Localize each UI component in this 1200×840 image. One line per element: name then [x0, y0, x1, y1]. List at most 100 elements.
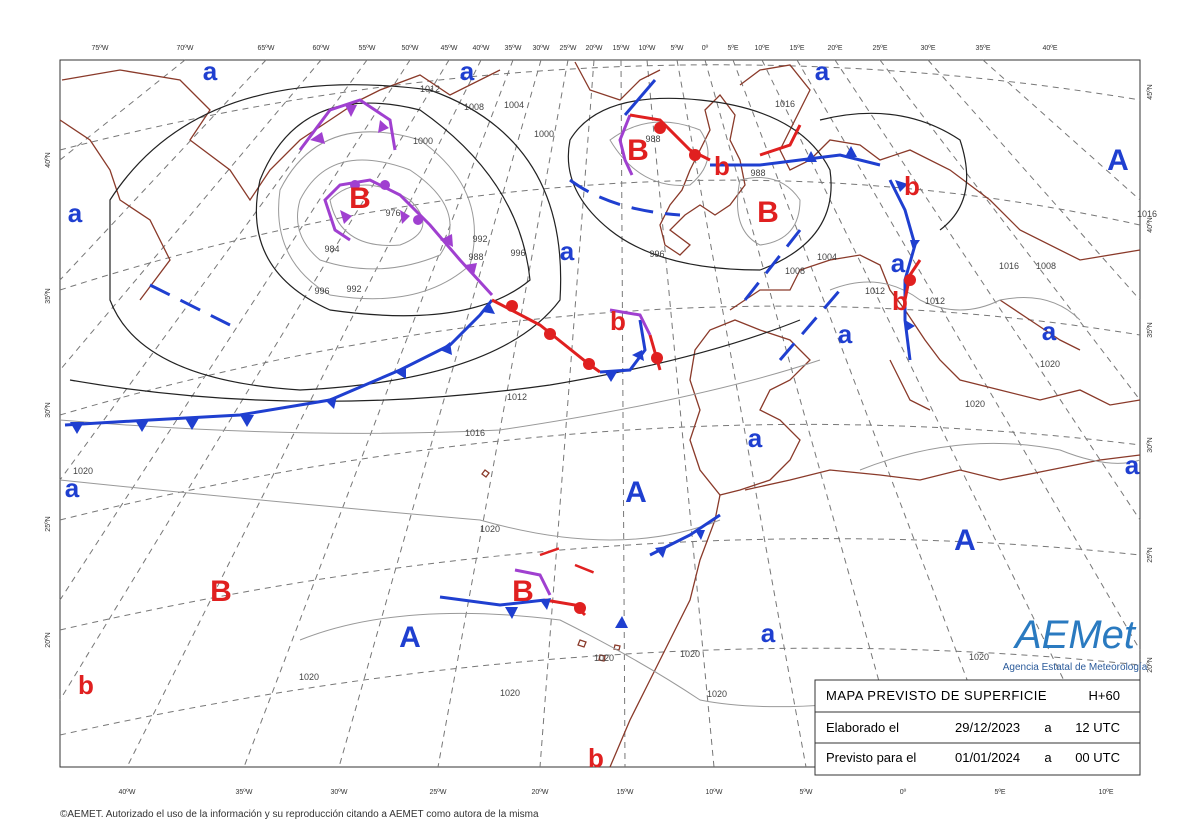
isobar-label: 1020 [480, 524, 500, 534]
latitude-label: 20ºN [1147, 657, 1154, 672]
fronts [64, 79, 922, 628]
cold-front [64, 299, 494, 427]
latitude-label: 35ºN [45, 288, 52, 303]
pressure-center: a [68, 198, 83, 228]
latitude-label: 25ºN [45, 516, 52, 531]
isobar-label: 988 [750, 168, 765, 178]
occluded-front [618, 114, 634, 176]
isobar-label: 1000 [534, 129, 554, 139]
info-cell: Previsto para el [826, 750, 916, 765]
isobar-label: 1020 [707, 689, 727, 699]
longitude-label: 40ºW [473, 45, 490, 52]
longitude-label: 10ºW [706, 789, 723, 796]
cold-front [439, 595, 546, 607]
pressure-center: b [892, 286, 908, 316]
isobar-label: 1020 [73, 466, 93, 476]
longitude-label: 15ºE [789, 45, 804, 52]
info-frame [814, 679, 1141, 776]
isobar-label: 992 [346, 284, 361, 294]
isobar-label: 1012 [420, 84, 440, 94]
pressure-center: a [815, 56, 830, 86]
longitude-label: 30ºW [533, 45, 550, 52]
cold-front [623, 79, 657, 116]
pressure-center: B [512, 575, 534, 608]
latitude-label: 40ºN [45, 152, 52, 167]
pressure-center: b [588, 743, 604, 773]
cold-front [710, 153, 881, 167]
longitude-label: 10ºW [639, 45, 656, 52]
info-cell: 00 UTC [1075, 750, 1120, 765]
info-step: H+60 [1089, 688, 1120, 703]
graticule [59, 59, 1141, 768]
isobar-label: 988 [645, 134, 660, 144]
pressure-center: A [1107, 144, 1129, 177]
info-cell: 29/12/2023 [955, 720, 1020, 735]
longitude-label: 15ºW [617, 789, 634, 796]
pressure-center: A [954, 524, 976, 557]
isobars [59, 84, 1141, 708]
isobar-label: 988 [468, 252, 483, 262]
occluded-front [323, 178, 494, 297]
longitude-label: 5ºW [799, 789, 812, 796]
isobar-label: 1008 [464, 102, 484, 112]
longitude-label: 0º [900, 789, 907, 796]
longitude-label: 40ºW [119, 789, 136, 796]
longitude-label: 30ºW [331, 789, 348, 796]
logo: AEMet Agencia Estatal de Meteorología [1003, 613, 1148, 673]
trough [149, 178, 842, 361]
latitude-label: 40ºN [1147, 217, 1154, 232]
longitude-label: 55ºW [359, 45, 376, 52]
longitude-label: 5ºW [670, 45, 683, 52]
trough [539, 546, 601, 577]
isobar-label: 1020 [969, 652, 989, 662]
isobar-label: 1012 [507, 392, 527, 402]
latitude-label: 30ºN [1147, 437, 1154, 452]
latitude-label: 35ºN [1147, 322, 1154, 337]
isobar-label: 1008 [1036, 261, 1056, 271]
latitude-label: 20ºN [45, 632, 52, 647]
longitude-label: 5ºE [727, 45, 738, 52]
pressure-center: a [1125, 450, 1140, 480]
coastlines [59, 61, 1141, 768]
latitude-label: 25ºN [1147, 547, 1154, 562]
pressure-center: b [904, 171, 920, 201]
isobar-label: 992 [472, 234, 487, 244]
isobar-label: 1020 [594, 653, 614, 663]
longitude-label: 0º [702, 45, 709, 52]
longitude-label: 35ºW [236, 789, 253, 796]
occluded-front [609, 308, 652, 336]
isobar-label: 1016 [1137, 209, 1157, 219]
pressure-center: a [838, 319, 853, 349]
longitude-label: 30ºE [920, 45, 935, 52]
occluded-front [298, 98, 397, 151]
isobar-label: 1012 [865, 286, 885, 296]
isobar-label: 1016 [999, 261, 1019, 271]
info-cell: Elaborado el [826, 720, 899, 735]
longitude-label: 10ºE [1098, 789, 1113, 796]
longitude-label: 20ºE [827, 45, 842, 52]
pressure-center: B [757, 196, 779, 229]
latitude-label: 45ºN [1147, 84, 1154, 99]
warm-front [759, 124, 802, 157]
longitude-label: 35ºW [505, 45, 522, 52]
isobar-label: 1004 [817, 252, 837, 262]
pressure-center: a [761, 618, 776, 648]
longitude-label: 20ºW [586, 45, 603, 52]
longitude-label: 65ºW [258, 45, 275, 52]
isobar-label: 1012 [925, 296, 945, 306]
info-cell: a [1044, 750, 1052, 765]
isobar-label: 976 [385, 208, 400, 218]
pressure-center: b [78, 670, 94, 700]
pressure-center: B [210, 575, 232, 608]
logo-subtitle: Agencia Estatal de Meteorología [1003, 662, 1148, 673]
pressure-center: B [349, 182, 371, 215]
longitude-label: 15ºW [613, 45, 630, 52]
pressure-center: a [65, 473, 80, 503]
pressure-center: a [560, 236, 575, 266]
front-symbols [310, 105, 477, 275]
pressure-center: b [610, 306, 626, 336]
front-symbols [506, 122, 916, 614]
longitude-label: 10ºE [754, 45, 769, 52]
